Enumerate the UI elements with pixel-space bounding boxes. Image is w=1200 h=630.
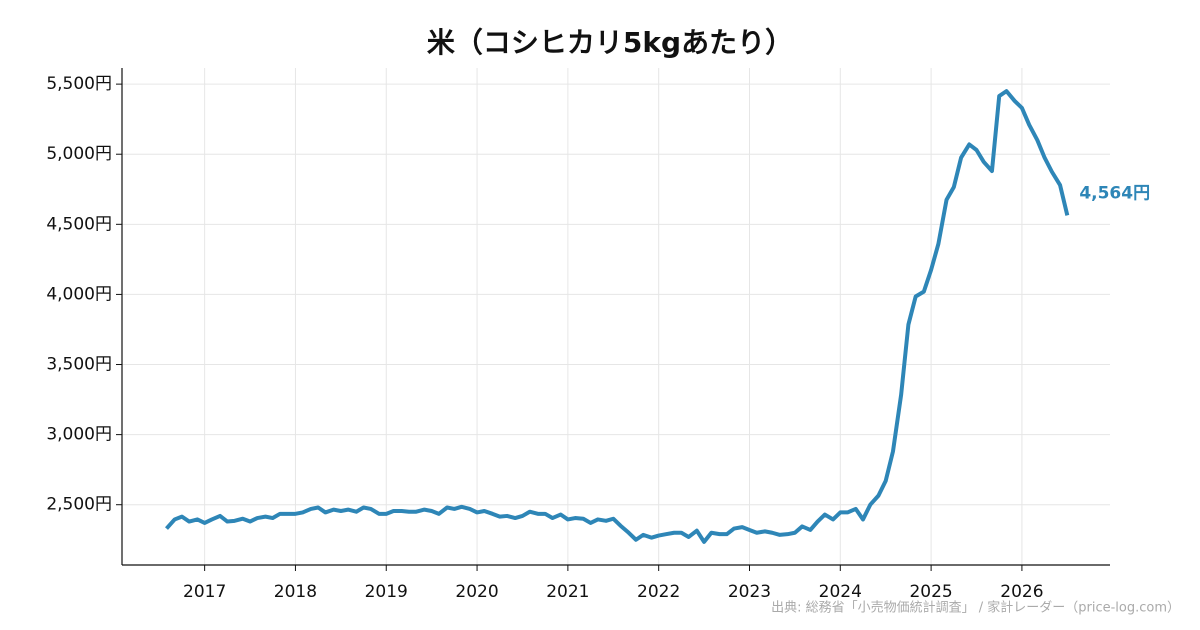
x-tick-label: 2021 [546,582,589,602]
y-tick-label: 5,500円 [46,74,112,94]
x-tick-label: 2024 [819,582,862,602]
x-tick-label: 2022 [637,582,680,602]
source-note: 出典: 総務省「小売物価統計調査」 / 家計レーダー（price-log.com… [771,600,1180,616]
x-tick-label: 2026 [1000,582,1043,602]
x-tick-label: 2025 [909,582,952,602]
y-tick-label: 4,500円 [46,214,112,234]
x-tick-label: 2017 [183,582,226,602]
chart-title: 米（コシヒカリ5kgあたり） [427,26,793,59]
x-tick-label: 2023 [728,582,771,602]
y-tick-label: 4,000円 [46,284,112,304]
x-tick-label: 2018 [274,582,317,602]
value-label: 4,564円 [1079,183,1150,203]
y-tick-label: 3,000円 [46,425,112,445]
data-line [165,89,1070,544]
y-tick-label: 3,500円 [46,355,112,375]
y-tick-label: 2,500円 [46,495,112,515]
x-tick-label: 2019 [365,582,408,602]
x-tick-label: 2020 [455,582,498,602]
y-tick-label: 5,000円 [46,144,112,164]
